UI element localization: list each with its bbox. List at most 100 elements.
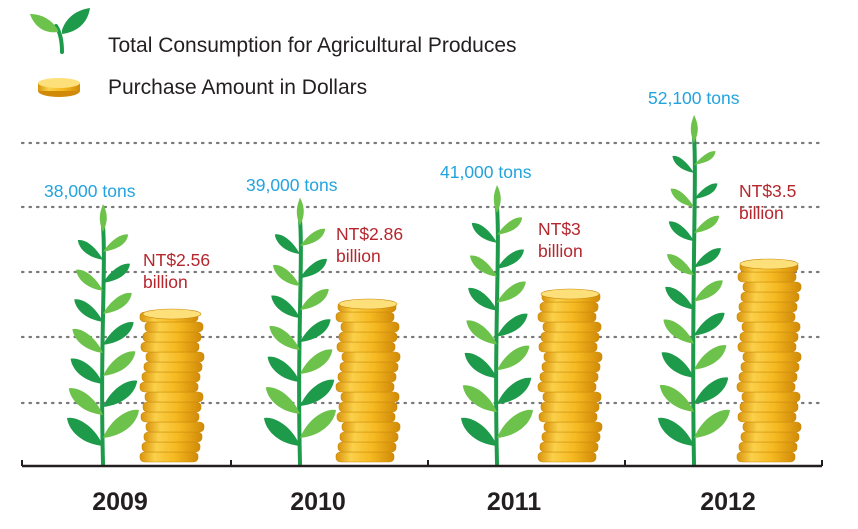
plant-leaf bbox=[77, 239, 103, 260]
coin bbox=[145, 421, 205, 433]
plant-leaf bbox=[267, 356, 300, 383]
coin bbox=[737, 271, 797, 283]
plant-leaf bbox=[300, 289, 329, 311]
plant-leaf bbox=[70, 358, 103, 384]
coin bbox=[142, 331, 202, 343]
coin bbox=[738, 301, 798, 313]
plant-leaf bbox=[68, 388, 103, 415]
coin bbox=[742, 281, 802, 293]
coin bbox=[341, 421, 401, 433]
coin bbox=[740, 361, 800, 373]
coin bbox=[541, 361, 601, 373]
coin bbox=[542, 321, 602, 333]
coin-top bbox=[142, 308, 202, 320]
plant-leaf bbox=[665, 286, 694, 310]
coin bbox=[737, 341, 797, 353]
coin bbox=[144, 391, 204, 403]
money-value-label: NT$3 bbox=[538, 219, 581, 239]
plant-leaf bbox=[462, 385, 497, 413]
plant-leaf bbox=[464, 352, 497, 379]
plant-stem bbox=[297, 217, 303, 466]
coin bbox=[336, 411, 396, 423]
coin bbox=[736, 311, 796, 323]
plant-stem bbox=[100, 224, 106, 466]
plant-leaf bbox=[269, 326, 300, 351]
coin bbox=[139, 451, 199, 463]
coin-top bbox=[739, 258, 799, 270]
coin bbox=[740, 431, 800, 443]
coin bbox=[543, 421, 603, 433]
coin bbox=[143, 361, 203, 373]
plant-bud bbox=[296, 197, 304, 226]
coin bbox=[336, 341, 396, 353]
plant-leaf bbox=[694, 248, 721, 268]
plant-leaf bbox=[300, 258, 327, 279]
plant-stem bbox=[691, 134, 697, 466]
coin-stack bbox=[335, 298, 401, 463]
coin bbox=[145, 351, 205, 363]
plant-leaf bbox=[470, 255, 497, 277]
coin bbox=[539, 371, 599, 383]
money-value-label: billion bbox=[336, 246, 381, 266]
plant-leaf bbox=[694, 215, 720, 234]
coin bbox=[537, 451, 597, 463]
coin bbox=[338, 401, 398, 413]
plant-leaf bbox=[67, 417, 103, 446]
plant-leaf bbox=[661, 352, 694, 378]
coin bbox=[542, 391, 602, 403]
coin bbox=[337, 371, 397, 383]
coin bbox=[540, 401, 600, 413]
coin bbox=[537, 381, 597, 393]
coin bbox=[144, 321, 204, 333]
plant-leaf bbox=[300, 379, 335, 407]
plant-leaf bbox=[300, 319, 331, 343]
plant-leaf bbox=[694, 151, 716, 165]
plant-leaf bbox=[271, 295, 300, 319]
coin bbox=[738, 371, 798, 383]
plant-leaf bbox=[670, 188, 694, 207]
coin bbox=[339, 431, 399, 443]
coin bbox=[742, 421, 802, 433]
plant-leaf bbox=[694, 312, 725, 336]
coin-stack bbox=[537, 288, 603, 463]
coin bbox=[736, 451, 796, 463]
coin bbox=[335, 451, 395, 463]
plant-leaf bbox=[672, 155, 694, 173]
plant-leaf bbox=[694, 280, 723, 302]
coin bbox=[541, 431, 601, 443]
plant-icon bbox=[264, 197, 336, 466]
coin bbox=[538, 341, 598, 353]
plant-bud bbox=[493, 185, 501, 214]
plant-leaf bbox=[659, 385, 694, 412]
plant-leaf bbox=[72, 328, 103, 353]
plant-leaf bbox=[497, 377, 532, 405]
plant-icon bbox=[461, 185, 533, 466]
money-value-label: billion bbox=[538, 241, 583, 261]
sprout-icon bbox=[30, 8, 90, 54]
coin bbox=[337, 441, 397, 453]
plant-stem bbox=[494, 205, 500, 466]
coin bbox=[338, 331, 398, 343]
coin bbox=[742, 351, 802, 363]
plant-leaf bbox=[497, 313, 528, 337]
plant-leaf bbox=[694, 409, 730, 438]
money-value-label: NT$2.56 bbox=[143, 250, 210, 270]
plant-leaf bbox=[497, 217, 523, 235]
value-labels: 38,000 tons 39,000 tons 41,000 tons 52,100 … bbox=[44, 88, 796, 292]
plant-leaf bbox=[274, 234, 300, 255]
coin bbox=[738, 441, 798, 453]
x-axis bbox=[21, 460, 823, 468]
coin bbox=[335, 311, 395, 323]
legend-label-consumption: Total Consumption for Agricultural Produ… bbox=[108, 34, 517, 57]
tons-value-label: 41,000 tons bbox=[440, 162, 532, 182]
tons-value-label: 39,000 tons bbox=[246, 175, 338, 195]
coin bbox=[143, 431, 203, 443]
coin bbox=[141, 441, 201, 453]
coin bbox=[737, 411, 797, 423]
coin bbox=[339, 361, 399, 373]
coin bbox=[740, 291, 800, 303]
coin bbox=[341, 351, 401, 363]
coin-stack bbox=[736, 258, 802, 463]
plant-leaf bbox=[497, 281, 526, 303]
